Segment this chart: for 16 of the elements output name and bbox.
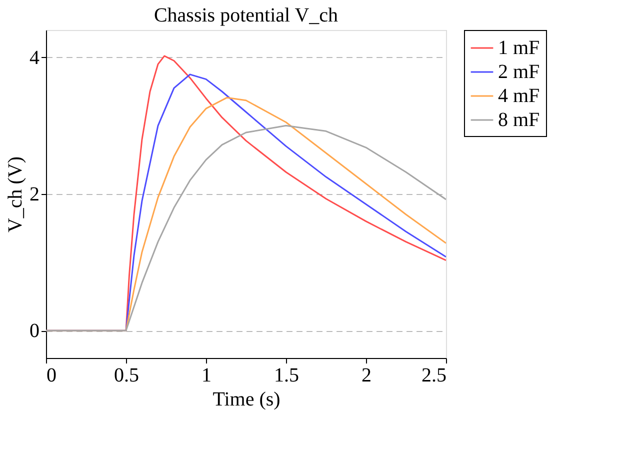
y-axis-title: V_ch (V) (4, 156, 26, 233)
x-tick-label: 2 (362, 364, 372, 386)
legend-label: 1 mF (498, 37, 540, 59)
y-tick-label: 4 (30, 46, 40, 69)
legend-label: 2 mF (498, 61, 540, 83)
x-tick-label: 0.5 (114, 364, 139, 386)
chart-title: Chassis potential V_ch (154, 4, 338, 26)
x-tick-label: 1 (202, 364, 212, 386)
y-tick-label: 0 (30, 320, 40, 342)
x-tick-label: 1.5 (274, 364, 299, 386)
y-tick-label: 2 (30, 184, 40, 206)
x-axis-title: Time (s) (212, 388, 280, 410)
x-tick-label: 0 (46, 364, 56, 386)
legend-label: 8 mF (498, 109, 540, 131)
x-tick-label: 2.5 (422, 364, 446, 386)
legend-label: 4 mF (498, 85, 540, 107)
